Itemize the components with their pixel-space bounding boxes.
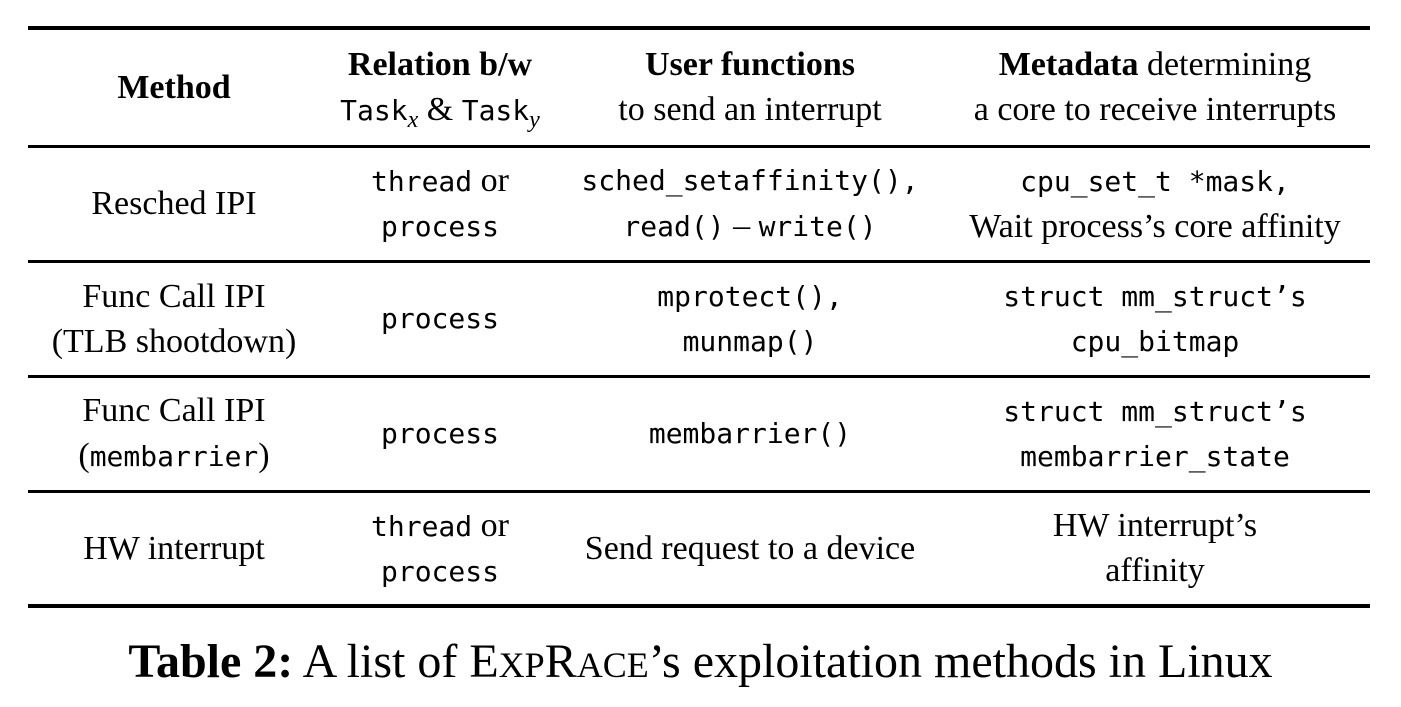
relation-line1: thread or xyxy=(326,503,554,549)
relation-process: process xyxy=(380,554,499,588)
header-metadata: Metadata determining a core to receive i… xyxy=(940,26,1370,148)
cell-metadata: cpu_set_t *mask, Wait process’s core aff… xyxy=(940,146,1370,263)
relation-or: or xyxy=(472,162,509,199)
task-ampersand: & xyxy=(418,90,462,128)
method-name: HW interrupt xyxy=(83,529,265,567)
table-header: Method Relation b/w Taskx & Tasky User f… xyxy=(28,26,1370,148)
cell-relation: process xyxy=(320,376,560,493)
metadata-line1: HW interrupt’s xyxy=(1052,507,1258,545)
header-relation: Relation b/w Taskx & Tasky xyxy=(320,26,560,148)
cell-method: Func Call IPI (membarrier) xyxy=(28,376,320,493)
caption-text-post: ’s exploitation methods in Linux xyxy=(648,635,1273,688)
task-y-subscript: y xyxy=(529,106,540,133)
paren-open: ( xyxy=(78,437,90,474)
caption-name-xp: XP xyxy=(498,645,545,685)
relation-process: process xyxy=(380,417,499,450)
user-function-line1: membarrier() xyxy=(648,417,852,450)
cell-user-functions: membarrier() xyxy=(560,376,940,493)
user-function-read: read() xyxy=(623,210,725,243)
caption-name-e: E xyxy=(469,635,499,688)
relation-line1: thread or xyxy=(326,158,554,204)
user-function-line2: read() – write() xyxy=(566,203,934,249)
caption-name-r: R xyxy=(544,635,577,688)
cell-method: Resched IPI xyxy=(28,146,320,263)
header-user-functions: User functions to send an interrupt xyxy=(560,26,940,148)
metadata-line2: affinity xyxy=(1105,552,1205,590)
user-function-line1: sched_setaffinity(), xyxy=(581,164,919,197)
table-row: Func Call IPI (membarrier) process memba… xyxy=(28,376,1370,493)
caption-text-pre: A list of xyxy=(293,635,470,688)
method-name: Func Call IPI xyxy=(82,392,266,429)
task-y-label: Task xyxy=(461,93,530,127)
header-method-label: Method xyxy=(117,68,231,106)
cell-user-functions: sched_setaffinity(), read() – write() xyxy=(560,146,940,263)
task-x-label: Task xyxy=(340,93,408,127)
cell-user-functions: mprotect(), munmap() xyxy=(560,261,940,378)
cell-metadata: struct mm_struct’s membarrier_state xyxy=(940,376,1370,493)
cell-user-functions: Send request to a device xyxy=(560,491,940,608)
cell-method: Func Call IPI (TLB shootdown) xyxy=(28,261,320,378)
methods-table: Method Relation b/w Taskx & Tasky User f… xyxy=(28,26,1370,608)
cell-relation: thread or process xyxy=(320,146,560,263)
caption-name-ace: ACE xyxy=(576,645,649,685)
table-row: Resched IPI thread or process sched_seta… xyxy=(28,146,1370,263)
method-name: Resched IPI xyxy=(91,185,257,222)
table-body: Resched IPI thread or process sched_seta… xyxy=(28,146,1370,608)
methods-table-container: Method Relation b/w Taskx & Tasky User f… xyxy=(28,26,1370,608)
header-relation-label: Relation b/w xyxy=(347,45,533,83)
method-qualifier: (membarrier) xyxy=(34,433,314,479)
metadata-line1: struct mm_struct’s xyxy=(1003,394,1307,428)
cell-metadata: HW interrupt’s affinity xyxy=(940,491,1370,608)
cell-method: HW interrupt xyxy=(28,491,320,608)
user-function-line1: mprotect(), xyxy=(657,279,843,313)
relation-thread: thread xyxy=(371,509,473,543)
relation-process: process xyxy=(380,210,499,243)
user-function-dash: – xyxy=(724,207,759,244)
metadata-line2: Wait process’s core affinity xyxy=(969,207,1341,245)
relation-thread: thread xyxy=(371,165,473,198)
table-row: Func Call IPI (TLB shootdown) process mp… xyxy=(28,261,1370,378)
header-relation-tasks: Taskx & Tasky xyxy=(326,87,554,133)
user-function-line1: Send request to a device xyxy=(584,529,916,567)
header-metadata-rest1: determining xyxy=(1138,46,1312,84)
header-metadata-line1: Metadata determining xyxy=(946,42,1364,87)
paren-close: ) xyxy=(258,437,270,474)
method-name: Func Call IPI xyxy=(82,277,266,315)
metadata-line1: struct mm_struct’s xyxy=(1003,279,1307,313)
metadata-line1: cpu_set_t *mask, xyxy=(1020,164,1290,198)
task-x-subscript: x xyxy=(407,106,419,133)
cell-relation: thread or process xyxy=(320,491,560,608)
header-metadata-rest2: a core to receive interrupts xyxy=(973,91,1337,129)
user-function-line2: munmap() xyxy=(682,324,818,358)
header-metadata-label: Metadata xyxy=(998,46,1139,84)
method-qualifier: (TLB shootdown) xyxy=(51,322,297,360)
table-row: HW interrupt thread or process Send requ… xyxy=(28,491,1370,608)
table-caption: Table 2: A list of EXPRACE’s exploitatio… xyxy=(0,632,1401,695)
user-function-write: write() xyxy=(758,210,877,243)
header-user-functions-label: User functions xyxy=(645,46,855,84)
cell-metadata: struct mm_struct’s cpu_bitmap xyxy=(940,261,1370,378)
header-user-functions-desc: to send an interrupt xyxy=(618,91,882,129)
header-method: Method xyxy=(28,26,320,148)
cell-relation: process xyxy=(320,261,560,378)
metadata-line2: membarrier_state xyxy=(1020,439,1290,473)
relation-process: process xyxy=(380,302,499,335)
metadata-line2: cpu_bitmap xyxy=(1070,324,1240,358)
relation-or: or xyxy=(472,506,509,544)
header-row: Method Relation b/w Taskx & Tasky User f… xyxy=(28,26,1370,148)
caption-label: Table 2: xyxy=(128,635,294,688)
method-qualifier-code: membarrier xyxy=(89,440,259,473)
